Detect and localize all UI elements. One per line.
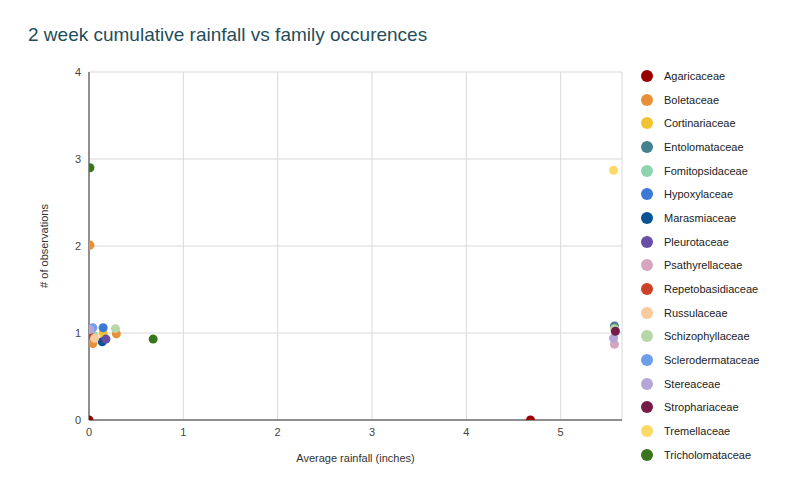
html-text:Marasmiaceae: Marasmiaceae (664, 212, 737, 224)
html-text:Strophariaceae: Strophariaceae (664, 401, 739, 414)
svg-text:1: 1 (75, 327, 81, 339)
html-text:Hypoxylaceae: Hypoxylaceae (664, 188, 734, 201)
html-text:Sclerodermataceae: Sclerodermataceae (664, 354, 760, 367)
html-text:Psathyrellaceae: Psathyrellaceae (664, 259, 743, 272)
html-text:Tremellaceae: Tremellaceae (664, 425, 731, 438)
html-text:Russulaceae: Russulaceae (664, 306, 728, 319)
html-text:Cortinariaceae: Cortinariaceae (664, 117, 736, 130)
svg-text:1: 1 (180, 426, 186, 438)
svg-text:# of observations: # of observations (38, 204, 50, 288)
svg-text:Average rainfall (inches): Average rainfall (inches) (296, 452, 414, 464)
html-text:Schizophyllaceae: Schizophyllaceae (664, 330, 750, 343)
html-text:Repetobasidiaceae: Repetobasidiaceae (664, 283, 759, 295)
html-text:Boletaceae: Boletaceae (664, 93, 719, 106)
svg-text:3: 3 (75, 153, 81, 165)
html-text:Stereaceae: Stereaceae (664, 377, 721, 390)
html-text:Fomitopsidaceae: Fomitopsidaceae (664, 164, 748, 177)
svg-text:4: 4 (75, 66, 81, 78)
html-text:2 week cumulative rainfall vs: 2 week cumulative rainfall vs family occ… (28, 24, 428, 45)
svg-text:3: 3 (369, 426, 375, 438)
svg-text:4: 4 (463, 426, 469, 438)
html-text:Entolomataceae: Entolomataceae (664, 140, 744, 153)
html-text:Agaricaceae: Agaricaceae (664, 69, 726, 82)
svg-text:5: 5 (558, 426, 564, 438)
svg-text:0: 0 (75, 414, 81, 426)
svg-text:2: 2 (75, 240, 81, 252)
html-text:Pleurotaceae: Pleurotaceae (664, 235, 729, 248)
html-text:Tricholomataceae: Tricholomataceae (664, 448, 751, 461)
svg-text:2: 2 (275, 426, 281, 438)
svg-text:0: 0 (86, 426, 92, 438)
